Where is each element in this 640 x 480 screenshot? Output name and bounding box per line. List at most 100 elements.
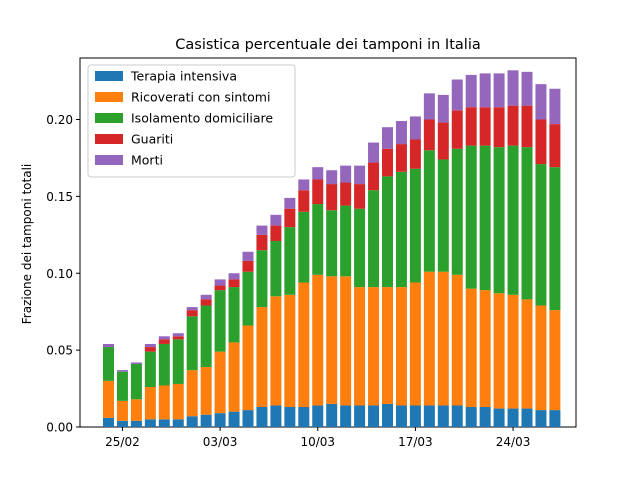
y-tick-label: 0.15 — [46, 190, 73, 204]
bar-segment — [521, 408, 533, 427]
bar-segment — [214, 285, 226, 291]
bar-segment — [242, 325, 254, 411]
bar-segment — [214, 279, 226, 286]
legend-label: Morti — [131, 153, 163, 168]
legend-label: Terapia intensiva — [130, 69, 237, 84]
bar-segment — [228, 342, 240, 412]
bar-segment — [256, 225, 268, 235]
bar-segment — [103, 380, 114, 418]
legend-swatch — [95, 134, 123, 144]
bar-segment — [465, 288, 477, 408]
bar-segment — [409, 168, 421, 283]
bar-segment — [354, 165, 366, 185]
bar-segment — [172, 336, 184, 340]
bar-segment — [409, 139, 421, 169]
bars — [103, 70, 561, 428]
bar-segment — [395, 121, 407, 145]
bar-segment — [368, 190, 380, 288]
bar-segment — [116, 400, 128, 421]
bar-segment — [340, 405, 352, 427]
bar-segment — [298, 282, 310, 408]
bar-segment — [354, 208, 366, 288]
bar-segment — [228, 279, 240, 288]
bar-segment — [535, 84, 547, 120]
bar-segment — [451, 274, 463, 406]
legend-label: Ricoverati con sintomi — [131, 90, 270, 105]
bar-segment — [130, 363, 142, 400]
legend-label: Guariti — [131, 132, 173, 147]
bar-segment — [340, 205, 352, 277]
bar-segment — [270, 296, 282, 406]
bar-segment — [340, 182, 352, 206]
bar-segment — [535, 119, 547, 165]
x-tick-label: 17/03 — [398, 435, 433, 449]
bar-segment — [200, 367, 212, 415]
x-axis: 25/02 03/03 10/03 17/03 24/03 — [105, 427, 530, 449]
bar-segment — [144, 347, 156, 352]
bar-segment — [326, 210, 338, 277]
bar-segment — [493, 293, 505, 409]
legend-frame — [87, 64, 296, 178]
bar-segment — [535, 305, 547, 411]
bar-segment — [130, 399, 142, 421]
bar-segment — [521, 147, 533, 300]
bar-segment — [423, 93, 435, 120]
bar-segment — [158, 419, 170, 427]
bar-segment — [116, 420, 128, 427]
bar-segment — [507, 294, 519, 409]
bar-segment — [423, 119, 435, 151]
bar-segment — [423, 150, 435, 272]
bar-segment — [521, 105, 533, 148]
bar-segment — [507, 408, 519, 427]
bar-segment — [144, 387, 156, 420]
bar-segment — [298, 407, 310, 427]
bar-segment — [158, 385, 170, 420]
bar-segment — [214, 351, 226, 414]
bar-segment — [116, 371, 128, 401]
series-3-bars — [103, 145, 561, 401]
x-tick-label: 24/03 — [496, 435, 531, 449]
bar-segment — [242, 260, 254, 272]
bar-segment — [298, 190, 310, 212]
bar-segment — [395, 171, 407, 288]
bar-segment — [382, 127, 393, 149]
bar-segment — [312, 179, 324, 205]
bar-segment — [479, 407, 491, 427]
bar-segment — [326, 276, 338, 404]
legend-swatch — [95, 92, 123, 102]
legend-swatch — [95, 71, 123, 81]
bar-segment — [409, 282, 421, 406]
bar-segment — [368, 287, 380, 406]
bar-segment — [465, 145, 477, 289]
bar-segment — [326, 170, 338, 185]
bar-segment — [382, 176, 393, 288]
bar-segment — [130, 420, 142, 427]
bar-segment — [200, 299, 212, 306]
legend: Terapia intensiva Ricoverati con sintomi I… — [87, 64, 296, 178]
bar-segment — [312, 204, 324, 275]
bar-segment — [549, 88, 561, 125]
bar-segment — [256, 234, 268, 251]
y-tick-label: 0.05 — [46, 344, 73, 358]
bar-segment — [200, 294, 212, 300]
bar-segment — [354, 287, 366, 406]
bar-segment — [395, 405, 407, 427]
bar-segment — [172, 339, 184, 384]
bar-segment — [172, 419, 184, 427]
series-1-bars — [103, 403, 561, 428]
bar-segment — [368, 162, 380, 191]
chart-title: Casistica percentuale dei tamponi in Ita… — [175, 37, 480, 53]
bar-segment — [451, 110, 463, 149]
bar-segment — [298, 179, 310, 191]
bar-segment — [368, 142, 380, 163]
bar-segment — [186, 316, 198, 371]
bar-segment — [493, 73, 505, 108]
bar-segment — [493, 107, 505, 148]
bar-segment — [549, 124, 561, 168]
y-tick-label: 0.20 — [46, 113, 73, 127]
legend-swatch — [95, 113, 123, 123]
x-tick-label: 25/02 — [105, 435, 140, 449]
bar-segment — [395, 287, 407, 406]
bar-segment — [200, 414, 212, 427]
bar-segment — [493, 147, 505, 294]
